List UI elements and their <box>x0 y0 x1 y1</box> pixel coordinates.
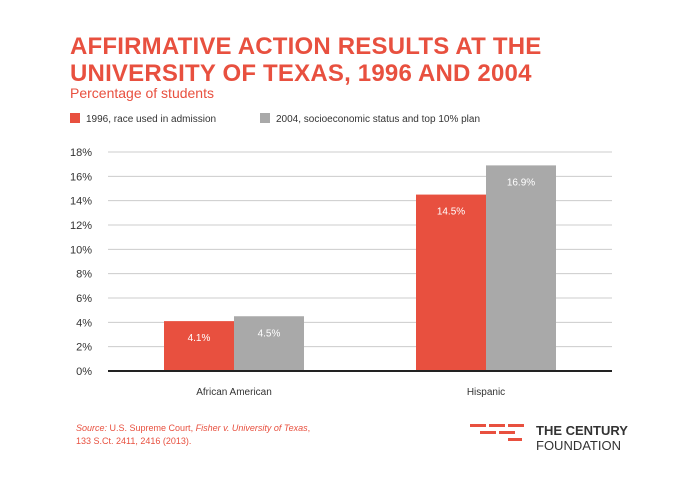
source-text-2: , 133 S.Ct. 2411, 2416 (2013). <box>76 423 311 446</box>
data-label: 4.5% <box>258 328 281 339</box>
y-tick-label: 0% <box>76 366 92 378</box>
y-tick-label: 6% <box>76 293 92 305</box>
legend-swatch-1996 <box>70 113 80 123</box>
legend-label-1996: 1996, race used in admission <box>86 114 217 125</box>
data-label: 14.5% <box>437 207 465 218</box>
legend-item-2004: 2004, socioeconomic status and top 10% p… <box>260 113 480 125</box>
source-prefix: Source: <box>76 423 108 433</box>
bar <box>486 165 556 371</box>
data-label: 4.1% <box>188 333 211 344</box>
x-category-label: Hispanic <box>467 387 505 398</box>
logo-bar <box>508 438 522 441</box>
century-logo-mark <box>470 424 524 441</box>
x-category-label: African American <box>196 387 272 398</box>
bar <box>164 321 234 371</box>
chart-subtitle: Percentage of students <box>70 85 214 101</box>
legend-label-2004: 2004, socioeconomic status and top 10% p… <box>276 114 481 125</box>
y-tick-label: 10% <box>70 244 92 256</box>
y-tick-label: 14% <box>70 196 92 208</box>
data-label: 16.9% <box>507 177 535 188</box>
legend-item-1996: 1996, race used in admission <box>70 113 216 125</box>
source-case-name: Fisher v. University of Texas <box>195 423 308 433</box>
logo-bar <box>499 431 515 434</box>
logo-bar <box>480 431 496 434</box>
y-tick-label: 8% <box>76 269 92 281</box>
y-tick-label: 4% <box>76 317 92 329</box>
legend-swatch-2004 <box>260 113 270 123</box>
y-tick-label: 16% <box>70 171 92 183</box>
bar <box>416 194 486 371</box>
logo-line-1: THE CENTURY <box>536 423 628 438</box>
bar <box>234 316 304 371</box>
chart-title: AFFIRMATIVE ACTION RESULTS AT THE UNIVER… <box>70 33 542 87</box>
logo-bar <box>508 424 524 427</box>
y-tick-label: 12% <box>70 220 92 232</box>
source-note: Source: U.S. Supreme Court, Fisher v. Un… <box>76 422 316 448</box>
logo-bar <box>470 424 486 427</box>
source-text-1: U.S. Supreme Court, <box>107 423 196 433</box>
logo-bar <box>489 424 505 427</box>
logo-line-2: FOUNDATION <box>536 438 621 453</box>
y-tick-label: 2% <box>76 342 92 354</box>
y-tick-label: 18% <box>70 147 92 159</box>
